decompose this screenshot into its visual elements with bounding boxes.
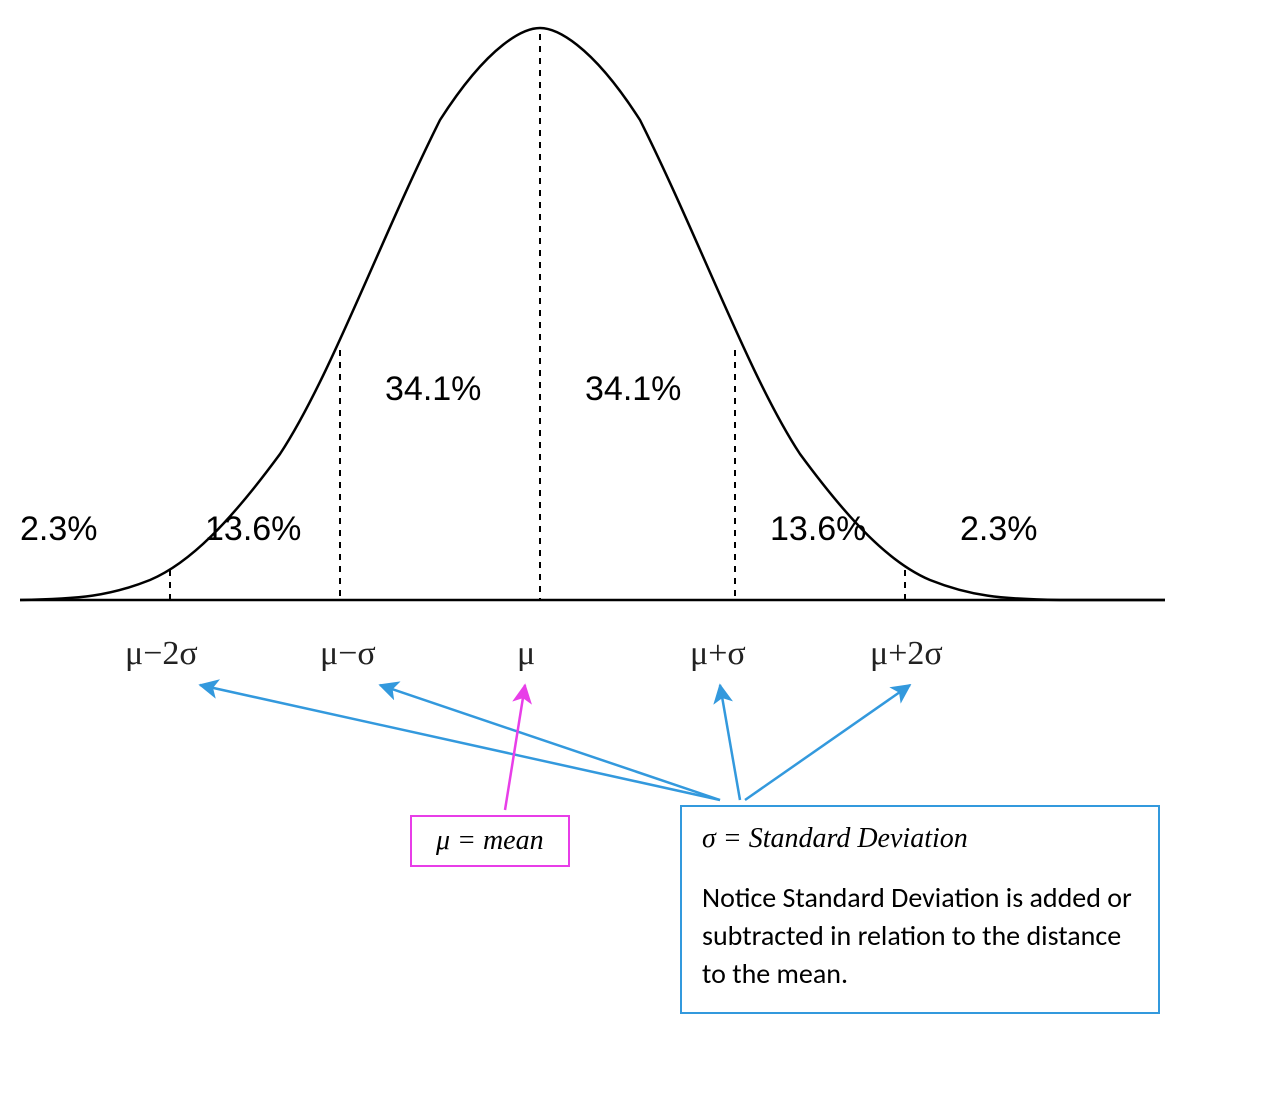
sd-callout-box: σ = Standard Deviation Notice Standard D… [680,805,1160,1014]
axis-minus1: μ−σ [320,635,376,673]
arrow-to-minus1 [380,685,720,800]
axis-plus2: μ+2σ [870,635,943,673]
pct-center-right: 34.1% [585,370,681,409]
pct-far-right: 2.3% [960,510,1038,549]
arrow-to-plus2 [745,685,910,800]
sd-callout-title: σ = Standard Deviation [702,823,1138,855]
pct-right: 13.6% [770,510,866,549]
sd-callout-body: Notice Standard Deviation is added or su… [702,879,1138,992]
arrow-to-plus1 [720,685,740,800]
diagram-container: 2.3% 13.6% 34.1% 34.1% 13.6% 2.3% μ−2σ μ… [0,0,1278,1112]
pct-center-left: 34.1% [385,370,481,409]
arrow-to-minus2 [200,685,720,800]
axis-mu: μ [517,635,535,673]
arrow-to-mu [505,685,525,810]
pct-far-left: 2.3% [20,510,98,549]
axis-minus2: μ−2σ [125,635,198,673]
mean-callout-box: μ = mean [410,815,570,867]
mean-callout-text: μ = mean [436,825,544,856]
pct-left: 13.6% [205,510,301,549]
axis-plus1: μ+σ [690,635,746,673]
